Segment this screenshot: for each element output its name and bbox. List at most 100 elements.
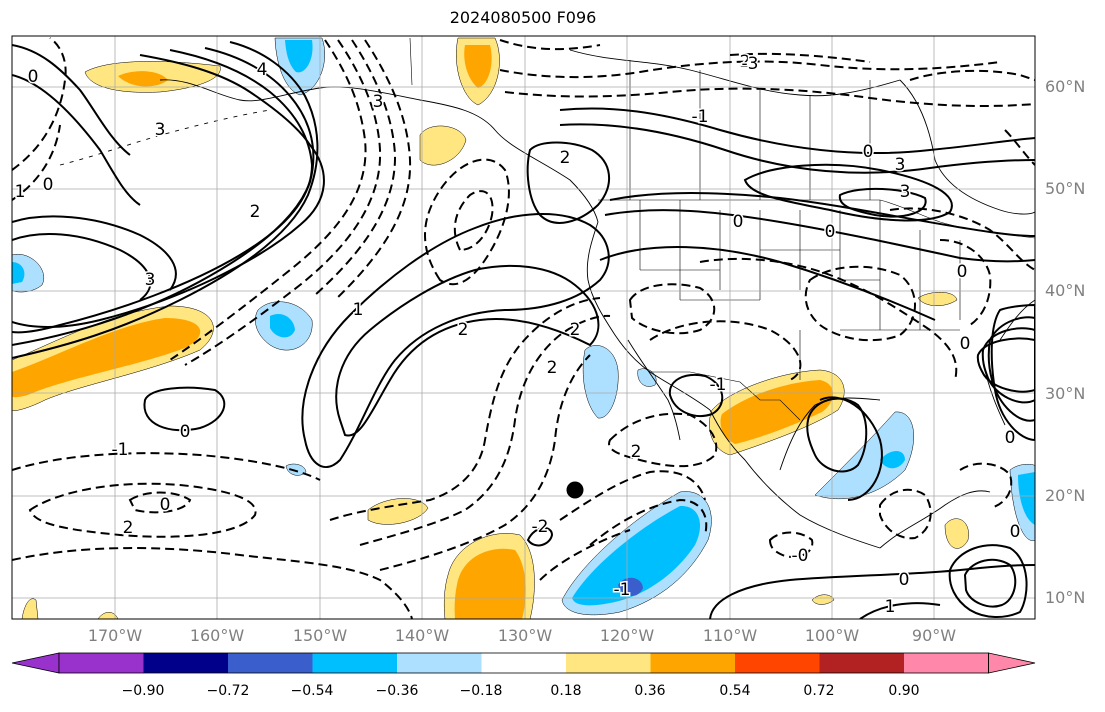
colorbar-tick-label: −0.72 (206, 683, 250, 699)
alaska-coast (159, 79, 599, 223)
contour-solid (12, 41, 319, 359)
map-frame (11, 35, 1036, 620)
lon-label-90w: 90°W (911, 626, 957, 645)
colorbar-tick-label: 0.90 (888, 683, 920, 699)
contour-dashed (12, 124, 61, 201)
baja (627, 339, 681, 441)
lon-label-150w: 150°W (292, 626, 348, 645)
contour-solid (859, 602, 941, 619)
contour-dashed (169, 39, 367, 361)
us-mexico-border (650, 371, 801, 421)
colorbar-tick-label: 0.54 (719, 683, 751, 699)
contour-label: 3 (900, 182, 911, 202)
contour-solid (12, 74, 141, 206)
shade-pacific-positive-small (367, 498, 429, 525)
mexico-gulf (779, 397, 881, 471)
lat-label-50n: 50°N (1045, 179, 1086, 198)
colorbar-tick-label: 0.72 (803, 683, 835, 699)
shade-caribbean-negative-core (1018, 472, 1035, 525)
contour-label: -2 (532, 517, 549, 537)
storm-marker-dot (566, 481, 584, 499)
shade-bc-positive (419, 125, 467, 166)
contour-solid (976, 337, 1035, 393)
contour-dashed (628, 283, 716, 335)
contour-dashed (128, 491, 192, 514)
contour-label: -3 (742, 54, 759, 74)
colorbar-tick-label: 0.36 (634, 683, 666, 699)
contour-labels: 034302202301222-1-1200-2-102001-330301-0… (13, 51, 1022, 619)
shaded-regions (12, 37, 1035, 619)
contour-label: -1 (710, 375, 727, 395)
contour-label: 0 (957, 262, 968, 282)
contour-solid (526, 141, 611, 224)
colorbar-segment (481, 653, 567, 673)
contour-label: 0 (899, 570, 910, 590)
contour-solid (838, 187, 927, 218)
map-title: 2024080500 F096 (449, 8, 597, 27)
contour-solid (604, 209, 1035, 263)
colorbar-extend-left (11, 652, 60, 674)
contour-dashed (334, 39, 412, 301)
colorbar-segment (397, 653, 482, 673)
colorbar-extend-right (988, 652, 1036, 674)
contour-label: 1 (885, 597, 896, 617)
contour-dashed (453, 190, 494, 252)
shade-south-positive-core (454, 548, 526, 619)
contour-dashed (12, 452, 321, 481)
contour-label: 3 (145, 270, 156, 290)
contour-solid (559, 123, 1035, 174)
contour-solid (599, 246, 936, 321)
contour-solid (12, 44, 131, 156)
contour-solid (301, 213, 610, 469)
borders (409, 37, 1035, 421)
contour-zero-west (143, 386, 226, 432)
colorbar-segment (650, 653, 736, 673)
contour-label: 0 (863, 142, 874, 162)
contour-label: -1 (614, 580, 631, 600)
shade-mexico-positive-core (720, 380, 833, 444)
shade-greatlakes-positive (917, 292, 958, 306)
contour-dashed (504, 87, 1035, 107)
contour-dashed (889, 207, 1035, 271)
contour-label: 2 (123, 518, 134, 538)
contour-label: 2 (570, 320, 581, 340)
contour-label: 0 (825, 222, 836, 242)
shade-sw-positive (21, 598, 39, 619)
shade-baja-negative (582, 345, 619, 419)
state-lines-east (799, 200, 961, 380)
colorbar-tick-label: 0.18 (550, 683, 582, 699)
contour-solid (12, 233, 152, 301)
lat-label-30n: 30°N (1045, 384, 1086, 403)
contour-solid (990, 303, 1035, 442)
contour-label: -0 (792, 546, 809, 566)
contour-label: 0 (1005, 428, 1016, 448)
contour-solid (948, 544, 1028, 618)
contour-solid (12, 54, 325, 328)
contour-label: 3 (155, 120, 166, 140)
shade-alaska-positive-core (464, 45, 492, 88)
contour-dashed (804, 265, 916, 342)
contour-solid (819, 396, 883, 501)
contour-solid (963, 558, 1017, 608)
contour-dashed (608, 412, 718, 468)
colorbar-tick-label: −0.90 (121, 683, 165, 699)
contour-dashed (499, 39, 601, 51)
contour-dashed (12, 37, 67, 171)
contour-dashed (12, 547, 413, 619)
colorbar-segment (312, 653, 398, 673)
contour-label: 3 (373, 92, 384, 112)
lat-label-10n: 10°N (1045, 588, 1086, 607)
contour-label: 0 (28, 67, 39, 87)
contour-label: 0 (160, 495, 171, 515)
shade-gulf-negative-core (285, 40, 313, 73)
contour-zero-mexico (668, 374, 724, 417)
colorbar-segment (143, 653, 229, 673)
shade-west-positive-core (12, 318, 201, 398)
lon-label-100w: 100°W (804, 626, 860, 645)
contour-dashed (499, 60, 1001, 79)
contour-dashed (379, 354, 591, 571)
contour-solid (12, 215, 177, 291)
lon-label-130w: 130°W (497, 626, 553, 645)
shade-nicaragua-positive (944, 518, 969, 549)
contour-label: 3 (895, 155, 906, 175)
